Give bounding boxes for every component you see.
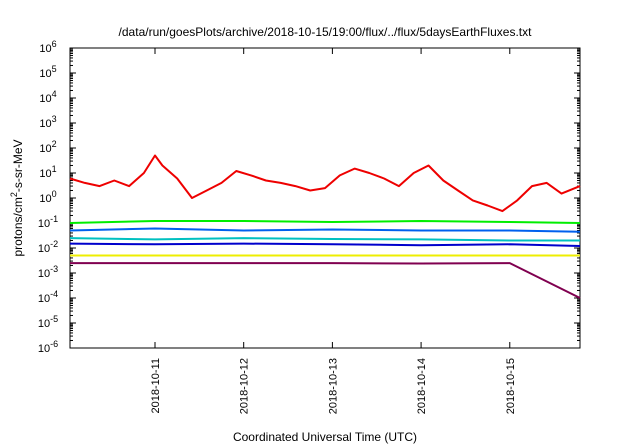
y-tick-label: 101 — [39, 164, 56, 180]
y-tick-label: 10-5 — [38, 314, 58, 330]
y-tick-label: 103 — [39, 114, 56, 130]
series-line-2 — [69, 220, 581, 224]
y-tick-label: 104 — [39, 89, 56, 105]
y-tick-label: 10-3 — [38, 264, 58, 280]
series-line-1 — [69, 154, 581, 213]
x-tick-label: 2018-10-13 — [327, 358, 339, 414]
series-group — [69, 154, 581, 299]
y-tick-label: 10-6 — [38, 339, 58, 355]
y-axis-ticks: 10-6 10-5 10-4 10-3 10-2 10-1 100 101 102 103 104 1… — [38, 39, 580, 355]
y-tick-label: 10-1 — [38, 214, 58, 230]
x-tick-label: 2018-10-15 — [505, 358, 517, 414]
x-tick-label: 2018-10-12 — [239, 358, 251, 414]
y-tick-label: 10-4 — [38, 289, 58, 305]
x-tick-label: 2018-10-14 — [416, 358, 428, 414]
y-tick-label: 10-2 — [38, 239, 58, 255]
plot-area — [69, 47, 581, 349]
x-axis-label: Coordinated Universal Time (UTC) — [233, 430, 417, 444]
series-line-5 — [69, 242, 581, 247]
series-line-3 — [69, 227, 581, 233]
y-tick-label: 102 — [39, 139, 56, 155]
series-line-4 — [69, 237, 580, 242]
y-tick-label: 100 — [39, 189, 56, 205]
y-tick-label: 106 — [39, 39, 56, 55]
y-axis-label: protons/cm2-s-sr-MeV — [9, 139, 25, 256]
y-tick-label: 105 — [39, 64, 56, 80]
x-tick-label: 2018-10-11 — [150, 358, 162, 413]
chart-title: /data/run/goesPlots/archive/2018-10-15/1… — [119, 25, 533, 39]
x-axis-ticks: 2018-10-11 2018-10-12 2018-10-13 2018-10-14… — [150, 48, 517, 414]
series-line-7 — [70, 262, 581, 299]
plot-frame — [69, 47, 581, 349]
